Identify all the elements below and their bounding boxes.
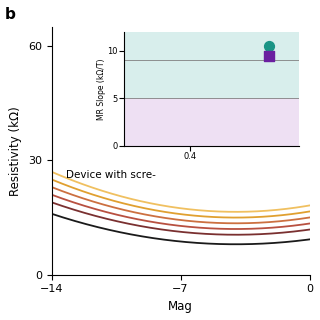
- Text: b: b: [5, 7, 16, 22]
- Y-axis label: Resistivity (kΩ): Resistivity (kΩ): [9, 106, 22, 196]
- X-axis label: Mag: Mag: [168, 300, 193, 313]
- Text: Device with scre-: Device with scre-: [66, 170, 156, 180]
